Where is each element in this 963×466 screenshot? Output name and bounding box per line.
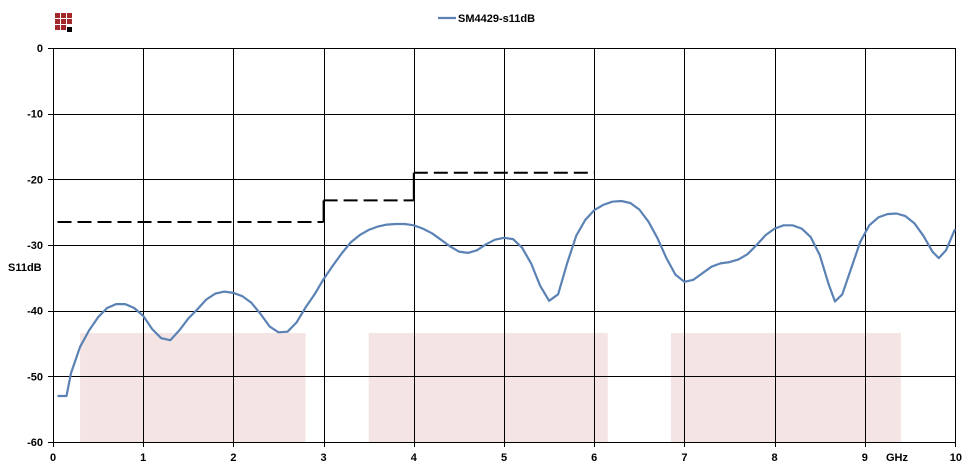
frequency-bands: [80, 332, 901, 442]
frequency-band: [80, 332, 306, 442]
logo-cell: [67, 27, 72, 32]
series-line: [57, 199, 957, 398]
legend-label: SM4429-s11dB: [458, 13, 535, 25]
logo-cell: [67, 13, 72, 18]
y-tick-label: -10: [27, 109, 43, 121]
logo-cell: [61, 19, 66, 24]
logo-cell: [55, 19, 60, 24]
x-axis-ticks: 0 1 2 3 4 5 6 7 8 9 10: [50, 452, 962, 464]
logo-cell: [55, 25, 60, 30]
logo-cell: [67, 19, 72, 24]
limit-line: [57, 171, 595, 224]
x-tick-label: 9: [862, 452, 868, 464]
legend: SM4429-s11dB: [438, 13, 535, 25]
logo-cell: [61, 13, 66, 18]
series-group: [57, 199, 957, 398]
logo-cell: [55, 13, 60, 18]
x-tick-label: 3: [321, 452, 327, 464]
x-tick-label: 6: [591, 452, 597, 464]
x-tick-label: 0: [50, 452, 56, 464]
x-tick-label: 1: [140, 452, 146, 464]
grid-logo-icon: [55, 13, 72, 32]
x-tick-label: 7: [681, 452, 687, 464]
x-tick-label: 4: [411, 452, 418, 464]
logo-cell: [61, 25, 66, 30]
x-axis-label: GHz: [886, 452, 909, 464]
y-tick-label: 0: [37, 43, 43, 55]
frequency-band: [670, 332, 901, 442]
y-tick-label: -60: [27, 437, 43, 449]
y-axis-ticks: 0 -10 -20 -30 -40 -50 -60: [27, 43, 43, 449]
y-tick-label: -50: [27, 371, 43, 383]
x-tick-label: 2: [230, 452, 236, 464]
y-tick-label: -30: [27, 240, 43, 252]
chart-grid: [48, 48, 956, 447]
frequency-band: [368, 332, 608, 442]
x-tick-label: 5: [501, 452, 507, 464]
x-tick-label: 8: [772, 452, 778, 464]
y-tick-label: -20: [27, 174, 43, 186]
y-tick-label: -40: [27, 306, 43, 318]
x-tick-label: 10: [950, 452, 962, 464]
y-axis-label: S11dB: [8, 262, 42, 274]
